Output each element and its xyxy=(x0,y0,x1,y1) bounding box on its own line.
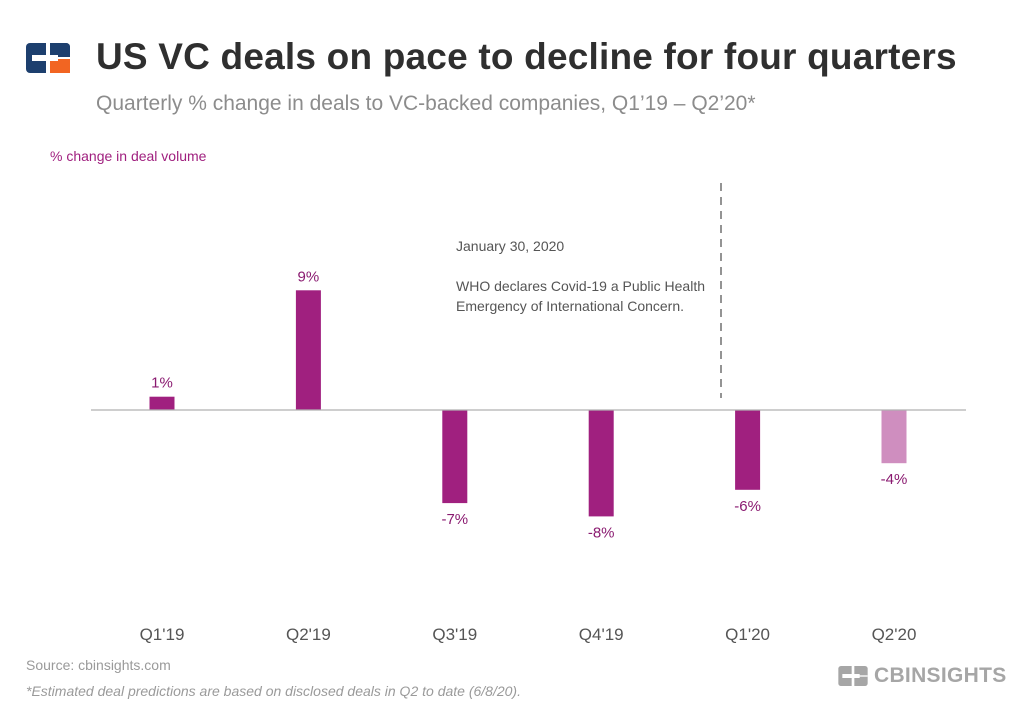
cb-insights-logo-icon xyxy=(26,43,70,73)
value-label: 1% xyxy=(151,375,173,392)
bar-chart: % change in deal volume January 30, 2020… xyxy=(50,148,966,644)
x-tick-label: Q2'20 xyxy=(872,625,917,644)
x-tick-label: Q2'19 xyxy=(286,625,331,644)
x-tick-label: Q3'19 xyxy=(432,625,477,644)
value-label: -8% xyxy=(588,524,615,541)
source-note: Source: cbinsights.com xyxy=(26,657,171,673)
bar-q319 xyxy=(442,410,468,504)
cb-insights-brand-icon xyxy=(838,666,868,686)
brand-wordmark: CBINSIGHTS xyxy=(874,664,1007,687)
x-tick-label: Q1'20 xyxy=(725,625,770,644)
bar-q119 xyxy=(149,396,175,410)
cb-insights-brand: CBINSIGHTS xyxy=(838,664,1007,688)
bar-q120 xyxy=(735,410,761,490)
bar-q419 xyxy=(588,410,614,517)
value-label: -7% xyxy=(441,511,468,528)
annotation-date: January 30, 2020 xyxy=(456,238,564,254)
x-tick-label: Q4'19 xyxy=(579,625,624,644)
bar-q219 xyxy=(295,290,321,410)
chart-subtitle: Quarterly % change in deals to VC-backed… xyxy=(96,92,756,115)
chart-title: US VC deals on pace to decline for four … xyxy=(96,36,957,77)
x-tick-label: Q1'19 xyxy=(140,625,185,644)
annotation-text-line-1: WHO declares Covid-19 a Public Health xyxy=(456,278,705,294)
estimate-footnote: *Estimated deal predictions are based on… xyxy=(26,683,521,699)
annotation-text-line-2: Emergency of International Concern. xyxy=(456,298,684,314)
y-axis-label: % change in deal volume xyxy=(50,148,207,164)
value-label: 9% xyxy=(298,268,320,285)
value-label: -6% xyxy=(734,498,761,515)
value-label: -4% xyxy=(881,471,908,488)
bar-q220 xyxy=(881,410,907,464)
